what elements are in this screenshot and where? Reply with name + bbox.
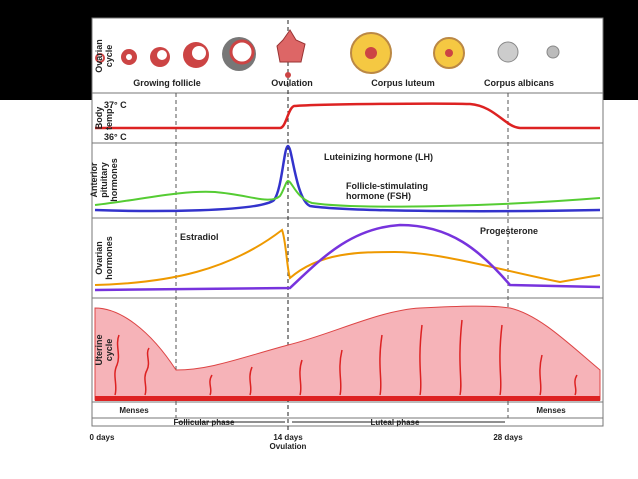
uterine-lining [94, 305, 601, 401]
timeline-label: 0 days [90, 433, 115, 442]
timeline-label: 28 days [493, 433, 523, 442]
annotation: hormone (FSH) [346, 191, 411, 201]
ovarian-icons [95, 29, 560, 78]
progesterone-curve [94, 223, 601, 292]
panel-label-line: Ovarian [94, 241, 104, 275]
panel-label: Ovariancycle [94, 39, 114, 73]
fsh-curve [94, 179, 601, 208]
phase-label: Luteal phase [371, 418, 420, 427]
panel-label: Uterinecycle [94, 334, 114, 365]
panel-label-line: cycle [104, 45, 114, 68]
panel-label-line: Ovarian [94, 39, 104, 73]
annotation: Follicle-stimulating [346, 181, 428, 191]
phase-label: Menses [536, 406, 566, 415]
annotation: Progesterone [480, 226, 538, 236]
annotation: Estradiol [180, 232, 219, 242]
annotation: Corpus albicans [484, 78, 554, 88]
panel-label: Anteriorpituitaryhormones [89, 158, 119, 202]
annotation: Luteinizing hormone (LH) [324, 152, 433, 162]
panel-label-line: Uterine [94, 334, 104, 365]
phase-label: Follicular phase [174, 418, 235, 427]
phase-guides [175, 93, 509, 418]
annotation: Ovulation [271, 78, 313, 88]
annotation: 37° C [104, 100, 127, 110]
timeline-label: Ovulation [270, 442, 307, 451]
panel-label-line: Anterior [89, 162, 99, 198]
timeline-label: 14 days [273, 433, 303, 442]
panel-dividers [92, 92, 603, 419]
panel-label-line: hormones [104, 236, 114, 280]
panel-label: Ovarianhormones [94, 236, 114, 280]
uterine-glands [114, 319, 578, 396]
panel-label-line: hormones [109, 158, 119, 202]
annotation: Growing follicle [133, 78, 201, 88]
panel-label-line: temp. [104, 106, 114, 130]
phase-label: Menses [119, 406, 149, 415]
annotation: Corpus luteum [371, 78, 435, 88]
lh-curve [94, 144, 601, 213]
panel-label-line: cycle [104, 339, 114, 362]
panel-label-line: pituitary [99, 162, 109, 198]
panel-label-line: Body [94, 107, 104, 130]
temperature-curve [95, 102, 600, 130]
estradiol-curve [94, 228, 601, 286]
annotation: 36° C [104, 132, 127, 142]
panel-label: Bodytemp. [94, 106, 114, 130]
basal-layer [95, 396, 600, 401]
